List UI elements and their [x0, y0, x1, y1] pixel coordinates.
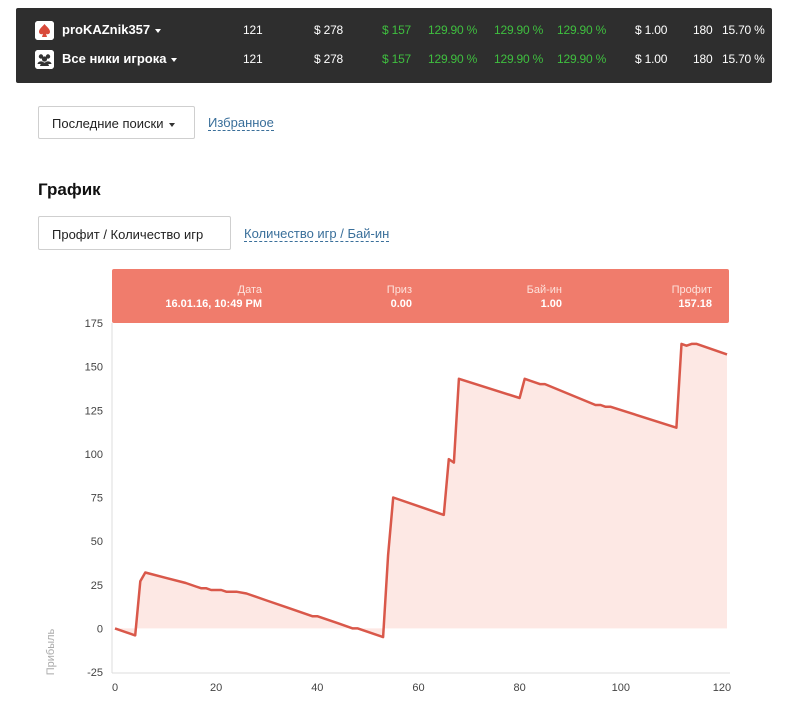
series-line	[114, 342, 728, 639]
favorites-link[interactable]: Избранное	[208, 115, 274, 131]
player-nickname-dropdown[interactable]: proKAZnik357	[62, 22, 162, 37]
stats-row: proKAZnik357 121 $ 278 $ 157 129.90 % 12…	[16, 16, 772, 46]
chevron-down-icon	[169, 122, 176, 127]
stat-profit: $ 157	[382, 23, 412, 37]
tooltip-date-value: 16.01.16, 10:49 PM	[165, 298, 262, 310]
x-tick-label: 20	[210, 682, 222, 694]
plot-area	[114, 342, 728, 639]
x-tick-label: 80	[514, 682, 526, 694]
y-tick-label: 50	[91, 536, 103, 548]
tab-games-vs-buyin[interactable]: Количество игр / Бай-ин	[244, 226, 390, 242]
y-tick-label: 75	[91, 493, 103, 505]
stat-roi-1: 129.90 %	[428, 23, 478, 37]
stat-avg-buyin: $ 1.00	[635, 52, 668, 66]
stat-games: 121	[243, 52, 263, 66]
stat-roi-2: 129.90 %	[494, 52, 544, 66]
chevron-down-icon	[155, 28, 162, 33]
x-tick-label: 120	[713, 682, 731, 694]
y-tick-label: 0	[97, 623, 103, 635]
stat-avg-buyin: $ 1.00	[635, 23, 668, 37]
tab-profit-vs-games[interactable]: Профит / Количество игр	[38, 216, 231, 250]
stat-roi-3: 129.90 %	[557, 52, 607, 66]
chart-axes: -25 0 25 50 75 100 125 150 175 0 20 40 60 80 100 120 При…	[45, 318, 731, 694]
tooltip-buyin-value: 1.00	[541, 298, 562, 310]
y-tick-label: 100	[85, 449, 103, 461]
spade-icon	[35, 21, 54, 40]
stat-games: 121	[243, 23, 263, 37]
y-tick-label: 125	[85, 405, 103, 417]
tooltip-background	[112, 269, 729, 323]
tooltip-date-label: Дата	[238, 284, 263, 296]
tooltip-prize-label: Приз	[387, 284, 412, 296]
stats-panel: proKAZnik357 121 $ 278 $ 157 129.90 % 12…	[16, 8, 772, 83]
stat-buyins: $ 278	[314, 52, 344, 66]
stat-roi-3: 129.90 %	[557, 23, 607, 37]
recent-searches-label: Последние поиски	[52, 116, 164, 131]
chart-tooltip: Дата 16.01.16, 10:49 PM Приз 0.00 Бай-ин…	[112, 269, 729, 323]
profit-chart: -25 0 25 50 75 100 125 150 175 0 20 40 60 80 100 120 При…	[45, 269, 731, 694]
stat-roi-2: 129.90 %	[494, 23, 544, 37]
group-icon	[35, 50, 54, 69]
x-tick-label: 100	[612, 682, 630, 694]
stat-count: 180	[693, 52, 713, 66]
y-tick-label: 175	[85, 318, 103, 330]
stat-itm: 15.70 %	[722, 52, 765, 66]
x-tick-label: 60	[412, 682, 424, 694]
tooltip-profit-label: Профит	[672, 284, 712, 296]
graph-section-title: График	[38, 180, 101, 199]
tooltip-buyin-label: Бай-ин	[527, 284, 562, 296]
chevron-down-icon	[171, 57, 178, 62]
x-tick-label: 40	[311, 682, 323, 694]
recent-searches-dropdown[interactable]: Последние поиски	[38, 106, 195, 139]
x-tick-label: 0	[112, 682, 118, 694]
stat-buyins: $ 278	[314, 23, 344, 37]
stat-profit: $ 157	[382, 52, 412, 66]
series-area	[115, 343, 727, 638]
tooltip-prize-value: 0.00	[391, 298, 412, 310]
stat-itm: 15.70 %	[722, 23, 765, 37]
y-tick-label: -25	[87, 667, 103, 679]
tooltip-profit-value: 157.18	[678, 298, 712, 310]
all-nicknames-dropdown[interactable]: Все ники игрока	[62, 51, 178, 66]
y-tick-label: 150	[85, 362, 103, 374]
y-tick-label: 25	[91, 580, 103, 592]
y-axis-label: Прибыль	[45, 628, 57, 675]
stat-roi-1: 129.90 %	[428, 52, 478, 66]
stat-count: 180	[693, 23, 713, 37]
stats-row: Все ники игрока 121 $ 278 $ 157 129.90 %…	[16, 45, 772, 75]
